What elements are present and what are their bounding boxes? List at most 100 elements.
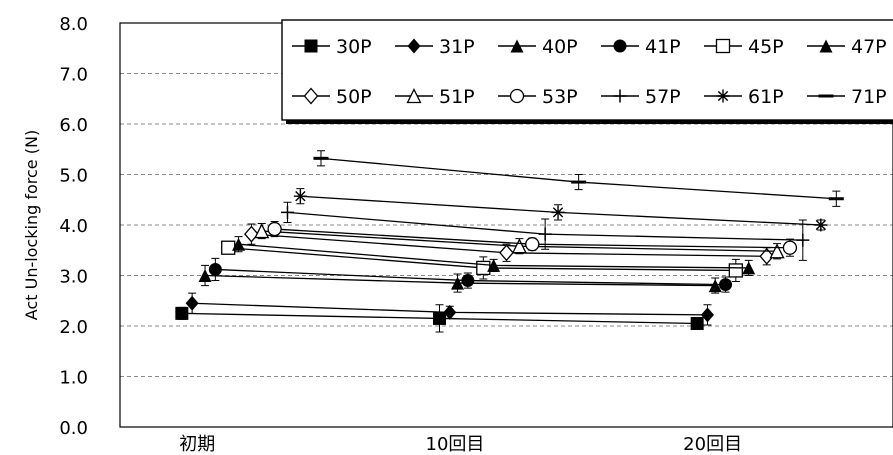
data-point: [443, 304, 457, 320]
data-point: [313, 156, 329, 160]
data-point: [254, 223, 270, 239]
legend-label: 61P: [748, 86, 784, 108]
data-point: [708, 279, 722, 293]
data-point: [509, 88, 525, 104]
data-point: [700, 307, 714, 323]
legend-item: 57P: [601, 86, 681, 108]
series-53P: [267, 220, 798, 257]
data-point: [742, 261, 756, 275]
legend-label: 51P: [439, 86, 475, 108]
data-point: [551, 205, 565, 219]
data-point: [759, 247, 775, 265]
x-tick-label: 10回目: [426, 434, 485, 455]
legend-item: 31P: [395, 36, 475, 58]
data-point: [571, 180, 587, 184]
data-point: [690, 316, 704, 330]
series-47P: [232, 236, 756, 276]
data-point: [510, 39, 524, 53]
data-point: [538, 227, 552, 241]
legend-item: 50P: [292, 86, 372, 108]
data-point: [185, 295, 199, 311]
series: [175, 150, 844, 333]
series-41P: [208, 257, 733, 293]
data-point: [407, 38, 421, 54]
data-point: [487, 258, 501, 272]
series-57P: [280, 201, 810, 261]
legend-item: 53P: [498, 86, 578, 108]
y-tick-label: 2.0: [59, 317, 88, 338]
y-axis: 0.0 1.0 2.0 3.0 4.0 5.0 6.0 7.0 8.0: [59, 14, 88, 439]
data-point: [221, 240, 236, 255]
legend-label: 50P: [336, 86, 372, 108]
legend-label: 40P: [542, 36, 578, 58]
legend-label: 53P: [542, 86, 578, 108]
series-50P: [244, 223, 775, 266]
x-axis: 初期 10回目 20回目: [179, 434, 742, 455]
data-point: [613, 39, 627, 53]
data-point: [267, 221, 282, 237]
data-point: [511, 238, 527, 254]
data-point: [433, 311, 447, 325]
series-45P: [221, 240, 743, 283]
data-point: [280, 205, 294, 219]
series-40P: [198, 264, 722, 294]
y-axis-label: Act Un-locking force (N): [22, 130, 41, 320]
data-point: [499, 244, 514, 262]
legend-label: 57P: [645, 86, 681, 108]
legend-box: [281, 19, 893, 121]
data-point: [715, 38, 731, 54]
data-point: [461, 274, 475, 288]
legend: 30P 31P 40P 41P 45P 47P 50P 51P 53P 57P 61P 71P: [281, 19, 893, 124]
data-point: [525, 237, 540, 252]
y-tick-label: 8.0: [59, 14, 88, 35]
data-point: [175, 306, 189, 320]
series-31P: [185, 292, 714, 326]
legend-label: 41P: [645, 36, 681, 58]
data-point: [208, 262, 222, 276]
y-tick-label: 5.0: [59, 166, 88, 187]
series-30P: [175, 304, 704, 333]
x-tick-label: 20回目: [683, 434, 742, 455]
series-61P: [293, 188, 828, 232]
data-point: [198, 269, 212, 282]
legend-item: 40P: [498, 36, 578, 58]
x-tick-label: 初期: [179, 434, 215, 455]
legend-item: 71P: [807, 86, 887, 108]
data-point: [232, 237, 246, 251]
series-51P: [254, 222, 785, 260]
legend-item: 41P: [601, 36, 681, 58]
data-point: [796, 233, 810, 247]
y-tick-label: 4.0: [59, 216, 88, 237]
data-point: [716, 89, 730, 103]
y-tick-label: 6.0: [59, 115, 88, 136]
y-tick-label: 3.0: [59, 267, 88, 288]
data-point: [613, 89, 627, 103]
y-tick-label: 1.0: [59, 368, 88, 389]
data-point: [782, 240, 798, 255]
series-71P: [313, 150, 844, 207]
data-point: [244, 225, 259, 243]
data-point: [303, 87, 319, 105]
legend-label: 47P: [851, 36, 887, 58]
data-point: [828, 197, 844, 201]
data-point: [304, 39, 318, 53]
legend-item: 47P: [807, 36, 887, 58]
legend-item: 51P: [395, 86, 475, 108]
data-point: [814, 218, 828, 232]
legend-item: 45P: [704, 36, 784, 58]
data-point: [818, 94, 834, 98]
legend-label: 45P: [748, 36, 784, 58]
legend-item: 30P: [292, 36, 372, 58]
legend-label: 71P: [851, 86, 887, 108]
data-point: [769, 243, 785, 259]
legend-label: 31P: [439, 36, 475, 58]
legend-label: 30P: [336, 36, 372, 58]
legend-item: 61P: [704, 86, 784, 108]
data-point: [476, 260, 491, 276]
data-point: [293, 189, 307, 203]
data-point: [451, 276, 465, 290]
y-tick-label: 0.0: [59, 418, 88, 439]
data-point: [819, 39, 833, 53]
y-tick-label: 7.0: [59, 65, 88, 86]
